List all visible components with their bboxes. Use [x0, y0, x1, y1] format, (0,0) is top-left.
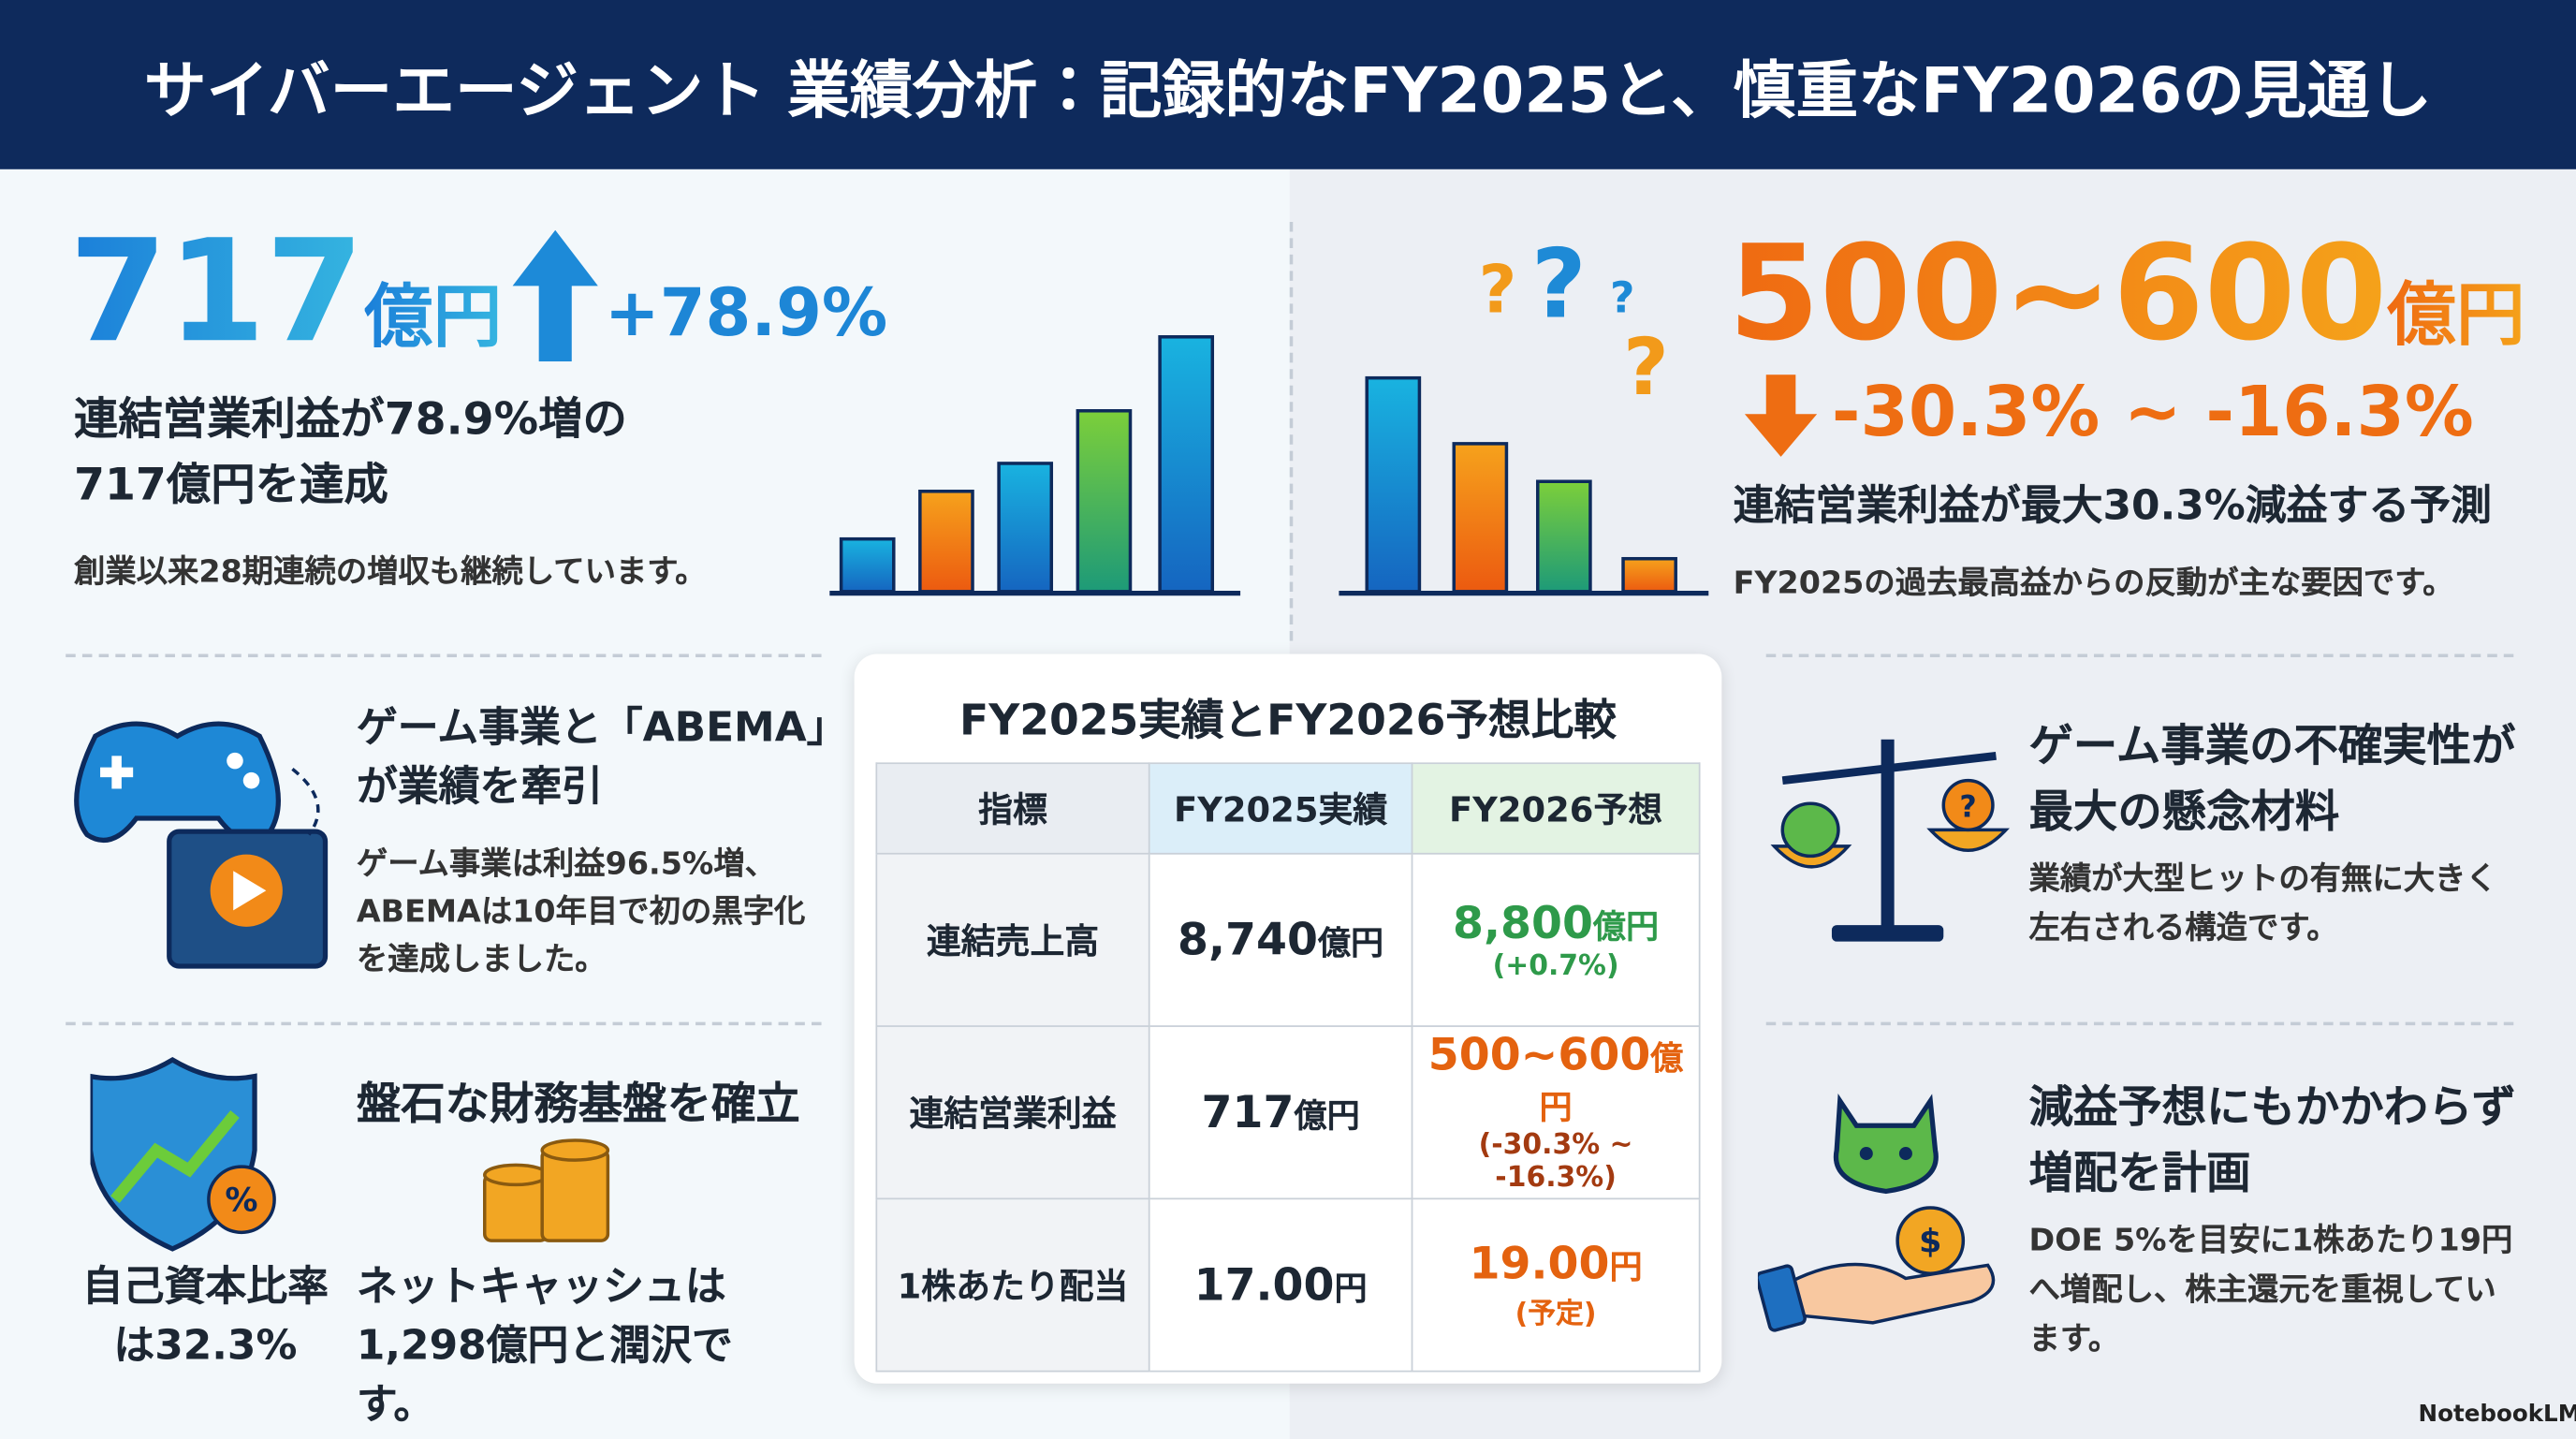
table-row: 連結営業利益 717億円 500~600億円 (-30.3% ~ -16.3%): [875, 1025, 1701, 1200]
svg-text:?: ?: [1479, 251, 1517, 328]
hero-headline: 連結営業利益が78.9%増の717億円を達成: [73, 394, 627, 511]
card-title: 減益予想にもかかわらず増配を計画: [2028, 1082, 2516, 1200]
header-row: 指標 FY2025実績 FY2026予想: [875, 762, 1701, 855]
forecast-value: 500~600: [1728, 216, 2388, 370]
divider: [66, 653, 822, 658]
cell-unit: 円: [1609, 1247, 1643, 1287]
svg-text:?: ?: [1610, 272, 1634, 322]
svg-text:?: ?: [1959, 790, 1976, 824]
cell-unit: 億円: [1294, 1094, 1360, 1135]
cell: 8,740億円: [1148, 852, 1413, 1027]
header-title: サイバーエージェント 業績分析：記録的なFY2025と、慎重なFY2026の見通…: [0, 0, 2576, 169]
card-body: DOE 5%を目安に1株あたり19円へ増配し、株主還元を重視しています。: [2028, 1222, 2513, 1358]
row-label: 連結営業利益: [875, 1025, 1150, 1200]
table-title: FY2025実績とFY2026予想比較: [959, 697, 1617, 746]
table-row: 連結売上高 8,740億円 8,800億円 (+0.7%): [875, 852, 1701, 1027]
cell-note: (予定): [1515, 1298, 1597, 1331]
svg-text:%: %: [225, 1182, 257, 1220]
divider: [1289, 221, 1294, 641]
card-title: ゲーム事業の不確実性が最大の懸念材料: [2028, 721, 2516, 839]
cell-note: (-30.3% ~ -16.3%): [1478, 1128, 1633, 1195]
cell-unit: 億円: [1592, 905, 1660, 947]
cell-value: 500~600: [1427, 1030, 1651, 1081]
cell-value: 8,740: [1178, 914, 1318, 966]
forecast-unit: 億円: [2387, 274, 2525, 356]
forecast-change: -30.3% ~ -16.3%: [1831, 371, 2474, 452]
hero-unit: 億円: [363, 275, 503, 357]
cell-unit: 億円: [1539, 1038, 1684, 1127]
row-label: 1株あたり配当: [875, 1197, 1150, 1373]
cell-unit: 億円: [1317, 922, 1384, 962]
cell-value: 17.00: [1193, 1259, 1335, 1311]
rising-bar-icon: [829, 335, 1241, 596]
game-abema-icon: [74, 721, 329, 969]
cell: 8,800億円 (+0.7%): [1411, 852, 1701, 1027]
comparison-card: FY2025実績とFY2026予想比較 指標 FY2025実績 FY2026予想…: [854, 653, 1722, 1384]
forecast-note: FY2025の過去最高益からの反動が主な要因です。: [1733, 565, 2454, 602]
forecast-figure: 500~600億円: [1728, 217, 2525, 370]
balance-icon: ?: [1770, 739, 2010, 942]
divider: [1765, 1021, 2514, 1026]
card-body: ゲーム事業は利益96.5%増、ABEMAは10年目で初の黒字化を達成しました。: [356, 845, 806, 978]
coins-icon: [482, 1138, 610, 1242]
column-header: FY2026予想: [1411, 762, 1701, 855]
falling-bar-icon: ? ? ? ?: [1339, 230, 1709, 596]
cell-value: 717: [1201, 1086, 1295, 1138]
cell-value: 8,800: [1453, 898, 1593, 949]
hero-change: +78.9%: [604, 275, 888, 352]
cell-value: 19.00: [1469, 1239, 1610, 1290]
footer-brand: NotebookLM: [2418, 1402, 2576, 1429]
hero-value: 717: [68, 210, 364, 375]
card-title: 盤石な財務基盤を確立: [356, 1079, 800, 1131]
cell: 717億円: [1148, 1025, 1413, 1200]
svg-text:?: ?: [1623, 321, 1669, 413]
cell-note: (+0.7%): [1492, 948, 1619, 982]
comparison-table: 指標 FY2025実績 FY2026予想 連結売上高 8,740億円 8,800…: [875, 762, 1701, 1373]
svg-text:?: ?: [1531, 230, 1587, 341]
column-header: FY2025実績: [1148, 762, 1413, 855]
dividend-hand-icon: $: [1757, 1094, 1996, 1332]
shield-icon: %: [90, 1056, 276, 1252]
card-title: ゲーム事業と「ABEMA」が業績を牽引: [356, 703, 827, 811]
column-header: 指標: [875, 762, 1150, 855]
svg-text:$: $: [1919, 1222, 1941, 1260]
cell-unit: 円: [1334, 1268, 1368, 1308]
row-label: 連結売上高: [875, 852, 1150, 1027]
table-row: 1株あたり配当 17.00円 19.00円 (予定): [875, 1197, 1701, 1373]
forecast-headline: 連結営業利益が最大30.3%減益する予測: [1733, 481, 2493, 530]
hero-figure: 717億円: [69, 211, 503, 375]
down-arrow: [1744, 374, 1818, 457]
card-body: 業績が大型ヒットの有無に大きく左右される構造です。: [2028, 860, 2497, 947]
cell: 17.00円: [1148, 1197, 1413, 1373]
cell: 500~600億円 (-30.3% ~ -16.3%): [1411, 1025, 1701, 1200]
divider: [1765, 653, 2514, 658]
divider: [66, 1021, 822, 1026]
cell: 19.00円 (予定): [1411, 1197, 1701, 1373]
up-arrow: [512, 229, 598, 362]
hero-note: 創業以来28期連続の増収も継続しています。: [73, 553, 707, 591]
net-cash: ネットキャッシュは1,298億円と潤沢です。: [356, 1261, 733, 1429]
equity-ratio: 自己資本比率は32.3%: [81, 1261, 329, 1369]
